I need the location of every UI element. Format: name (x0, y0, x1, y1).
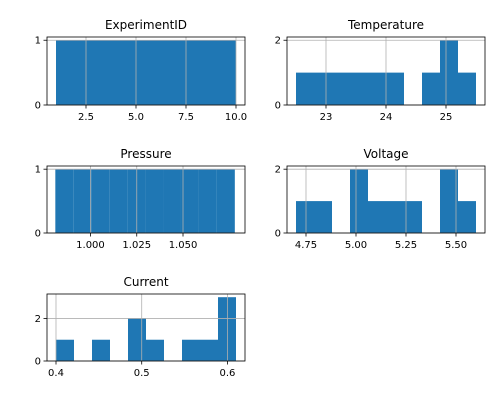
experimentid-y-tick-label: 1 (35, 36, 41, 47)
temperature-bar (368, 72, 386, 105)
current-title: Current (123, 275, 168, 289)
current-bar (128, 318, 146, 361)
temperature-y-tick-label: 2 (275, 36, 281, 47)
current-bar (218, 297, 236, 361)
current-bar (182, 339, 200, 361)
temperature-x-tick-label: 25 (440, 112, 453, 123)
pressure-bar (73, 169, 92, 233)
subplot-current: 0.4 0.5 0.6 0 2 Current (35, 275, 246, 379)
experimentid-bar (182, 40, 200, 105)
subplot-experimentid: 2.5 5.0 7.5 10.0 0 1 ExperimentID (35, 18, 248, 123)
current-bar (200, 339, 218, 361)
experimentid-bar (200, 40, 218, 105)
pressure-bar (55, 169, 74, 233)
current-bar (146, 339, 164, 361)
experimentid-x-tick-label: 2.5 (78, 112, 94, 123)
current-x-tick-label: 0.5 (134, 368, 150, 379)
subplot-voltage: 4.75 5.00 5.25 5.50 0 2 Voltage (275, 147, 486, 251)
pressure-y-tick-label: 1 (35, 165, 41, 176)
experimentid-bar (56, 40, 74, 105)
experimentid-bar (128, 40, 146, 105)
pressure-y-tick-label: 0 (35, 229, 41, 240)
temperature-title: Temperature (347, 18, 424, 32)
voltage-bar (386, 201, 404, 233)
temperature-bar (422, 72, 440, 105)
voltage-x-tick-label: 5.00 (345, 240, 367, 251)
voltage-axes-frame (286, 165, 486, 234)
subplot-temperature: 23 24 25 0 2 Temperature (275, 18, 486, 123)
pressure-title: Pressure (120, 147, 171, 161)
experimentid-bar (74, 40, 92, 105)
experimentid-bar (92, 40, 110, 105)
experimentid-x-tick-label: 10.0 (225, 112, 247, 123)
voltage-y-tick-label: 0 (275, 229, 281, 240)
pressure-bar (163, 169, 181, 233)
subplot-pressure: 1.000 1.025 1.050 0 1 Pressure (35, 147, 246, 251)
voltage-bar (440, 169, 458, 233)
pressure-bar (180, 169, 199, 233)
temperature-bar (458, 72, 476, 105)
temperature-bar (332, 72, 350, 105)
temperature-bar (350, 72, 368, 105)
voltage-x-tick-label: 4.75 (295, 240, 317, 251)
current-x-tick-label: 0.6 (219, 368, 235, 379)
voltage-bar (458, 201, 476, 233)
experimentid-title: ExperimentID (105, 18, 187, 32)
temperature-bar (386, 72, 404, 105)
pressure-x-tick-label: 1.025 (122, 240, 151, 251)
experimentid-bar (164, 40, 182, 105)
experimentid-x-tick-label: 7.5 (178, 112, 194, 123)
voltage-x-tick-label: 5.50 (445, 240, 467, 251)
experimentid-axes-frame (46, 36, 246, 106)
experimentid-bar (218, 40, 236, 105)
pressure-bar (145, 169, 164, 233)
current-x-tick-label: 0.4 (48, 368, 64, 379)
voltage-bar (368, 201, 386, 233)
voltage-bar (350, 169, 368, 233)
temperature-y-tick-label: 0 (275, 101, 281, 112)
voltage-bar (296, 201, 314, 233)
pressure-axes-frame (46, 165, 246, 234)
temperature-bar (440, 40, 458, 105)
temperature-bar (296, 72, 314, 105)
pressure-bar (198, 169, 217, 233)
pressure-x-tick-label: 1.050 (169, 240, 198, 251)
experimentid-bar (146, 40, 164, 105)
temperature-x-tick-label: 23 (320, 112, 333, 123)
current-axes-frame (46, 293, 246, 362)
pressure-x-tick-label: 1.000 (76, 240, 105, 251)
pressure-bar (91, 169, 110, 233)
voltage-bar (404, 201, 422, 233)
current-y-tick-label: 2 (35, 314, 41, 325)
experimentid-bar (110, 40, 128, 105)
temperature-bar (314, 72, 332, 105)
voltage-bar (314, 201, 332, 233)
experimentid-y-tick-label: 0 (35, 101, 41, 112)
voltage-x-tick-label: 5.25 (395, 240, 417, 251)
experimentid-x-tick-label: 5.0 (128, 112, 144, 123)
pressure-bar (127, 169, 146, 233)
voltage-title: Voltage (363, 147, 408, 161)
pressure-bar (216, 169, 235, 233)
current-bar (56, 339, 74, 361)
temperature-x-tick-label: 24 (380, 112, 393, 123)
current-bar (92, 339, 110, 361)
voltage-y-tick-label: 2 (275, 165, 281, 176)
current-y-tick-label: 0 (35, 357, 41, 368)
pressure-bar (109, 169, 128, 233)
